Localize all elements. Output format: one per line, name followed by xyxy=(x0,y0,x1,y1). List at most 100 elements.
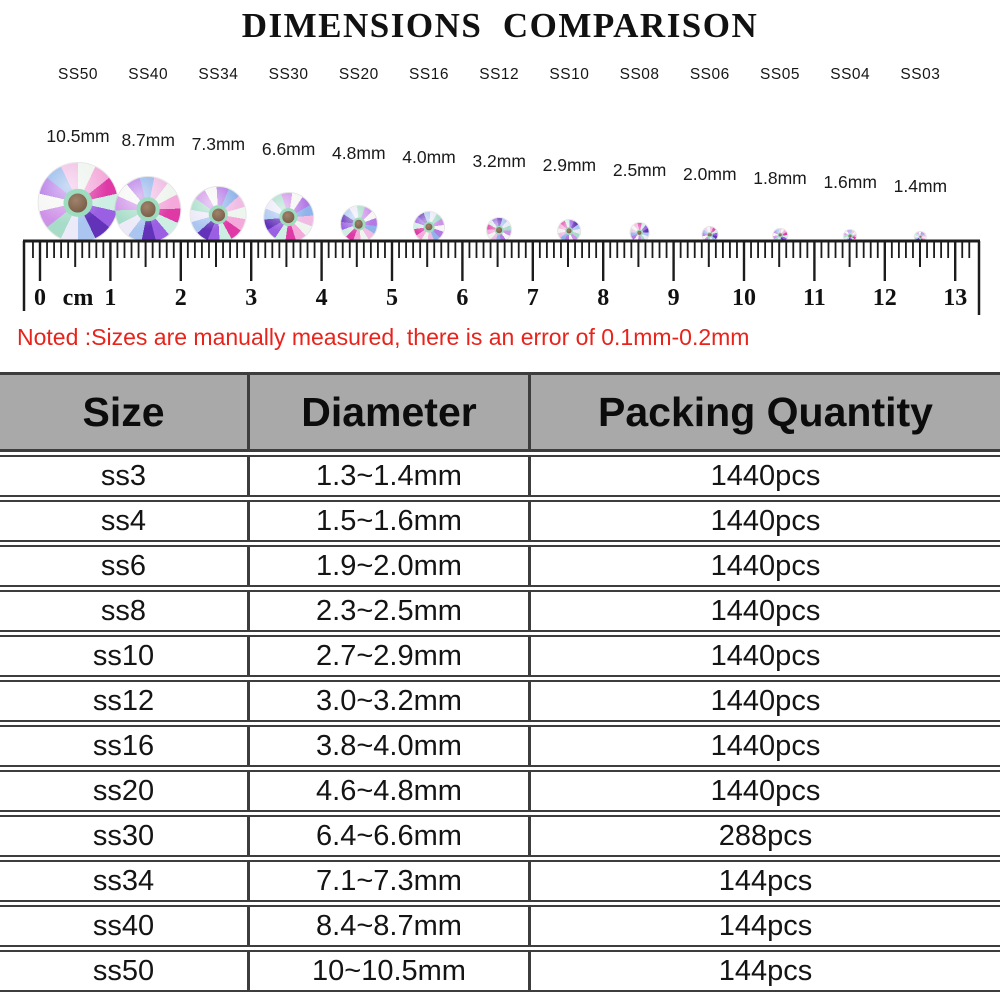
size-cell: ss10 xyxy=(0,635,250,677)
quantity-cell: 144pcs xyxy=(531,905,1000,947)
ruler-number: 4 xyxy=(316,285,328,311)
quantity-cell: 1440pcs xyxy=(531,455,1000,497)
size-cell: ss3 xyxy=(0,455,250,497)
ruler-number: 2 xyxy=(175,285,187,311)
size-cell: ss20 xyxy=(0,770,250,812)
size-cell: ss50 xyxy=(0,950,250,992)
diameter-mm-label: 10.5mm xyxy=(46,126,110,146)
rhinestone xyxy=(487,218,512,242)
diameter-mm-label: 4.0mm xyxy=(402,147,456,167)
ruler-number: 13 xyxy=(943,285,967,311)
ruler-number: 10 xyxy=(732,285,756,311)
diameter-mm-label: 2.5mm xyxy=(612,159,667,180)
rhinestone-center xyxy=(637,230,642,235)
table-row: ss34 7.1~7.3mm 144pcs xyxy=(0,860,1000,902)
ruler-number: 3 xyxy=(245,285,257,311)
diameter-cell: 8.4~8.7mm xyxy=(250,905,531,947)
rhinestone xyxy=(844,230,857,242)
size-cell: ss4 xyxy=(0,500,250,542)
ruler-number: 11 xyxy=(803,285,826,311)
rhinestone-center xyxy=(496,227,503,233)
rhinestone-center xyxy=(425,223,433,231)
ruler-number: 6 xyxy=(456,285,468,311)
diameter-cell: 3.0~3.2mm xyxy=(250,680,531,722)
column-header-quantity: Packing Quantity xyxy=(531,372,1000,452)
table-row: ss3 1.3~1.4mm 1440pcs xyxy=(0,455,1000,497)
rhinestone xyxy=(702,227,718,242)
column-header-size: Size xyxy=(0,372,250,452)
quantity-cell: 1440pcs xyxy=(531,725,1000,767)
diameter-mm-label: 1.8mm xyxy=(753,168,807,188)
measurement-note: Noted :Sizes are manually measured, ther… xyxy=(17,324,750,350)
rhinestone-center xyxy=(354,219,364,229)
table-row: ss40 8.4~8.7mm 144pcs xyxy=(0,905,1000,947)
size-cell: ss12 xyxy=(0,680,250,722)
size-cell: ss16 xyxy=(0,725,250,767)
diameter-cell: 2.7~2.9mm xyxy=(250,635,531,677)
ss-size-label: SS05 xyxy=(760,66,800,83)
quantity-cell: 1440pcs xyxy=(531,680,1000,722)
ss-size-label: SS34 xyxy=(198,66,239,83)
rhinestone-center xyxy=(140,201,157,218)
ss-size-label: SS16 xyxy=(409,66,449,83)
rhinestone-center xyxy=(68,193,88,213)
diameter-cell: 10~10.5mm xyxy=(250,950,531,992)
ss-size-label: SS40 xyxy=(128,66,169,83)
ss-size-label: SS50 xyxy=(58,66,98,83)
diameter-mm-label: 2.0mm xyxy=(683,163,737,184)
table-row: ss50 10~10.5mm 144pcs xyxy=(0,950,1000,992)
table-row: ss6 1.9~2.0mm 1440pcs xyxy=(0,545,1000,587)
quantity-cell: 288pcs xyxy=(531,815,1000,857)
diameter-mm-label: 2.9mm xyxy=(542,155,597,176)
size-cell: ss30 xyxy=(0,815,250,857)
rhinestone-center xyxy=(566,228,572,234)
table-row: ss10 2.7~2.9mm 1440pcs xyxy=(0,635,1000,677)
size-table-header: Size Diameter Packing Quantity xyxy=(0,372,1000,452)
ruler-number: 12 xyxy=(873,285,897,311)
rhinestone xyxy=(38,163,118,242)
rhinestone xyxy=(773,228,787,242)
table-row: ss4 1.5~1.6mm 1440pcs xyxy=(0,500,1000,542)
rhinestone xyxy=(115,176,181,242)
table-row: ss20 4.6~4.8mm 1440pcs xyxy=(0,770,1000,812)
table-row: ss30 6.4~6.6mm 288pcs xyxy=(0,815,1000,857)
ss-size-label: SS30 xyxy=(268,66,309,83)
diameter-cell: 7.1~7.3mm xyxy=(250,860,531,902)
ss-size-label: SS10 xyxy=(549,66,590,83)
ruler-number: 9 xyxy=(668,285,680,311)
rhinestone-center xyxy=(848,234,852,238)
ruler-number: 7 xyxy=(527,285,539,311)
table-header-row: Size Diameter Packing Quantity xyxy=(0,372,1000,452)
rhinestone xyxy=(630,223,649,242)
size-cell: ss8 xyxy=(0,590,250,632)
diameter-mm-label: 8.7mm xyxy=(121,130,175,151)
diameter-cell: 1.9~2.0mm xyxy=(250,545,531,587)
ss-size-label: SS03 xyxy=(900,66,941,83)
quantity-cell: 144pcs xyxy=(531,860,1000,902)
table-row: ss16 3.8~4.0mm 1440pcs xyxy=(0,725,1000,767)
ss-size-label: SS08 xyxy=(619,66,660,83)
rhinestone xyxy=(191,187,246,242)
diameter-mm-label: 1.4mm xyxy=(893,176,948,197)
quantity-cell: 1440pcs xyxy=(531,545,1000,587)
ruler-number: 0 xyxy=(34,285,46,311)
rhinestone-center xyxy=(919,235,922,239)
rhinestone xyxy=(915,231,926,242)
rhinestone-center xyxy=(778,233,782,237)
diameter-mm-label: 7.3mm xyxy=(191,134,246,155)
ruler-number: 5 xyxy=(386,285,398,311)
quantity-cell: 144pcs xyxy=(531,950,1000,992)
diameter-cell: 6.4~6.6mm xyxy=(250,815,531,857)
size-table: Size Diameter Packing Quantity ss3 1.3~1.4m… xyxy=(0,369,1000,995)
page-title: DIMENSIONS COMPARISON xyxy=(241,6,759,45)
rhinestone xyxy=(263,192,314,242)
diameter-mm-label: 1.6mm xyxy=(823,172,877,193)
ruler-number: 1 xyxy=(104,285,116,311)
ss-size-label: SS20 xyxy=(338,66,379,83)
diameter-cell: 1.5~1.6mm xyxy=(250,500,531,542)
ss-size-label: SS04 xyxy=(830,66,871,83)
diameter-mm-label: 4.8mm xyxy=(332,142,386,163)
diameter-cell: 3.8~4.0mm xyxy=(250,725,531,767)
ruler-unit-label: cm xyxy=(63,285,94,311)
